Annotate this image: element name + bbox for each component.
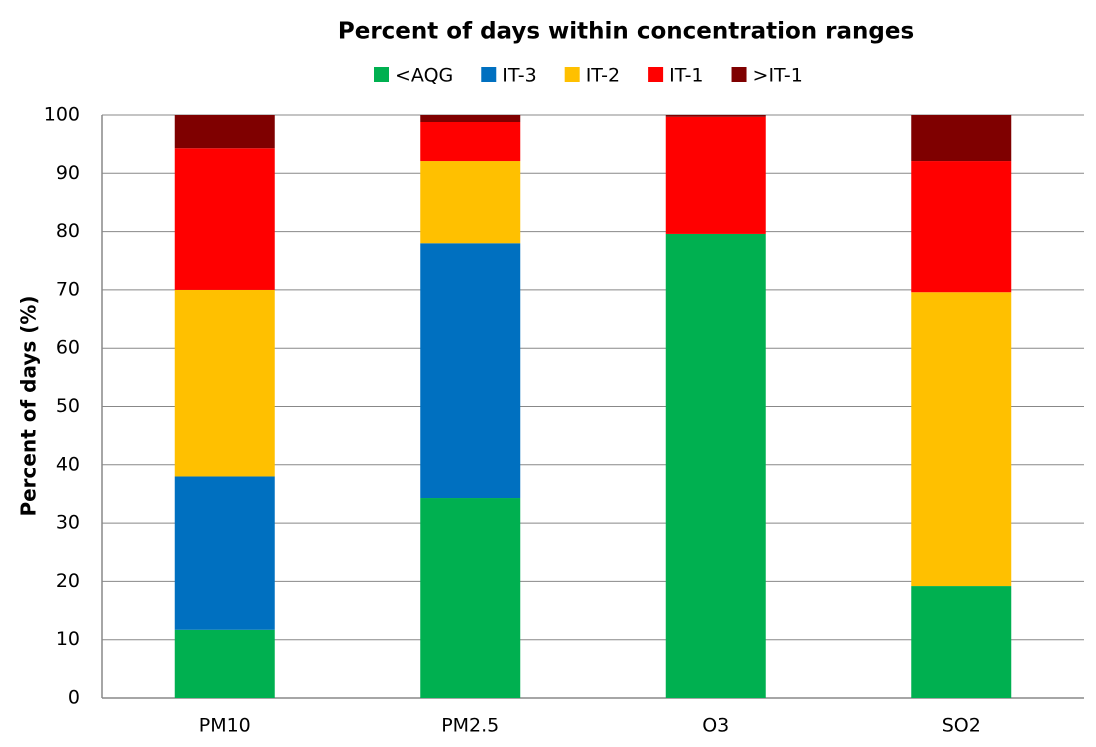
bar-segment — [420, 243, 521, 499]
legend-swatch — [374, 67, 389, 82]
legend-swatch — [481, 67, 497, 82]
legend-swatch — [731, 67, 747, 82]
bar-segment — [665, 115, 766, 117]
y-tick-label: 30 — [56, 512, 80, 534]
legend-label: IT-3 — [502, 65, 536, 87]
bar-segment — [665, 233, 766, 698]
y-tick-label: 50 — [56, 395, 80, 417]
x-tick-label: O3 — [702, 715, 729, 737]
legend-swatch — [564, 67, 580, 82]
legend-label: IT-1 — [669, 65, 703, 87]
x-tick-label: SO2 — [942, 715, 981, 737]
bar-segment — [174, 115, 275, 149]
bar-segment — [911, 292, 1012, 587]
bar-segment — [174, 476, 275, 630]
bar-segment — [911, 161, 1012, 293]
legend: <AQG IT-3 IT-2 IT-1 >IT-1 — [374, 65, 803, 87]
bar-segment — [174, 148, 275, 290]
bar-segment — [174, 629, 275, 698]
bar-segment — [420, 121, 521, 162]
x-tick-label: PM2.5 — [441, 715, 499, 737]
y-tick-label: 40 — [56, 453, 80, 475]
legend-swatch — [648, 67, 664, 82]
bar-segment — [174, 289, 275, 477]
y-tick-label: 60 — [56, 337, 80, 359]
y-axis-title: Percent of days (%) — [17, 295, 41, 516]
bar-segment — [911, 586, 1012, 698]
y-tick-label: 0 — [68, 687, 80, 709]
y-tick-label: 10 — [56, 628, 80, 650]
y-tick-label: 20 — [56, 570, 80, 592]
y-tick-label: 90 — [56, 162, 80, 184]
legend-label: IT-2 — [586, 65, 620, 87]
x-tick-label: PM10 — [199, 715, 251, 737]
bar-segment — [911, 115, 1012, 162]
bar-segment — [665, 116, 766, 234]
y-tick-label: 80 — [56, 220, 80, 242]
chart-title: Percent of days within concentration ran… — [338, 19, 914, 45]
bar-segment — [420, 498, 521, 698]
y-tick-label: 100 — [44, 104, 80, 126]
y-tick-label: 70 — [56, 278, 80, 300]
bar-segment — [420, 115, 521, 122]
legend-label: >IT-1 — [753, 65, 803, 87]
bar-segment — [420, 161, 521, 244]
legend-label: <AQG — [395, 65, 453, 87]
